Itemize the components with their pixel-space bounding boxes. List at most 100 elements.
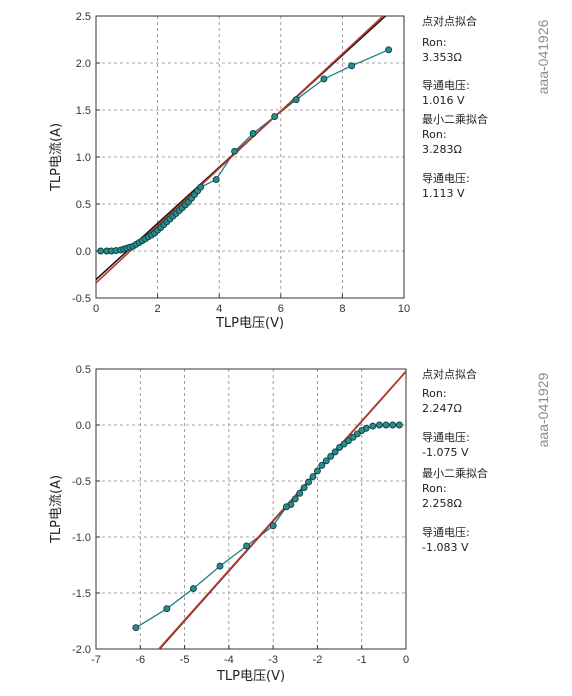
data-point [309, 473, 317, 480]
data-point [296, 489, 304, 497]
figure-code: aaa-041929 [535, 372, 551, 447]
data-point [358, 427, 366, 435]
y-tick-label: 1.0 [76, 152, 91, 164]
y-tick-label: 0.0 [76, 246, 91, 258]
data-point [271, 113, 279, 121]
data-point [349, 433, 357, 441]
x-tick-label: -1 [357, 654, 367, 666]
data-point [300, 484, 308, 492]
data-point [336, 443, 344, 451]
data-point [318, 461, 326, 469]
data-point [382, 421, 390, 429]
annotation-text: 点对点拟合 [422, 14, 477, 28]
data-point [197, 183, 205, 191]
annotation-text: 1.113 V [422, 187, 465, 200]
annotation-text: 导通电压: [422, 172, 470, 185]
x-tick-label: 10 [398, 303, 410, 315]
x-tick-label: -7 [91, 654, 101, 666]
x-tick-label: 2 [155, 303, 161, 315]
data-point [322, 457, 330, 465]
annotation-text: 3.353Ω [422, 51, 462, 64]
annotation-text: Ron: [422, 387, 447, 400]
plot-content [132, 370, 406, 649]
data-point [269, 522, 277, 530]
annotation-text: Ron: [422, 36, 447, 49]
annotation-text: 最小二乘拟合 [422, 112, 488, 126]
data-point [212, 176, 220, 184]
annotation-text: 1.016 V [422, 94, 465, 107]
annotation-text: 3.283Ω [422, 143, 462, 156]
data-point [291, 495, 299, 503]
annotation-text: 导通电压: [422, 526, 470, 539]
x-tick-label: 0 [93, 303, 99, 315]
y-tick-label: -0.5 [72, 293, 91, 305]
data-point [282, 503, 290, 511]
y-tick-label: 0.0 [76, 420, 91, 432]
data-point [353, 430, 361, 438]
data-point [331, 448, 339, 456]
data-point [292, 96, 300, 104]
x-axis-label: TLP电压(V) [215, 316, 284, 331]
data-point [189, 585, 197, 592]
data-point [375, 421, 383, 429]
data-point [385, 46, 393, 54]
y-axis-label: TLP电流(A) [49, 123, 64, 192]
y-tick-label: -1.5 [72, 588, 91, 600]
annotation-text: 点对点拟合 [422, 367, 477, 381]
y-tick-label: 2.5 [76, 11, 91, 23]
chart-bottom: -7 -6 -5 -4 -3 -2 -1 0 -2.0 -1.5 -1.0 -0.5 0.0 0.5 TLP… [49, 364, 551, 684]
data-point [231, 147, 239, 155]
plot-area [96, 369, 406, 649]
y-tick-label: -0.5 [72, 476, 91, 488]
fit-line-least-squares [157, 370, 406, 649]
x-tick-label: -3 [268, 654, 278, 666]
chart-top: 0 2 4 6 8 10 -0.5 0.0 0.5 1.0 1.5 2.0 2.5 TLP电压(V) TLP… [49, 11, 551, 331]
y-tick-label: -2.0 [72, 644, 91, 656]
annotation-text: -1.083 V [422, 541, 469, 554]
x-tick-label: -4 [224, 654, 234, 666]
data-point [340, 440, 348, 448]
annotation-text: Ron: [422, 128, 447, 141]
x-tick-label: -5 [180, 654, 190, 666]
y-tick-label: 0.5 [76, 364, 91, 376]
data-point [97, 247, 105, 255]
data-point [132, 624, 140, 632]
x-tick-label: -6 [135, 654, 145, 666]
annotation-text: 导通电压: [422, 79, 470, 92]
y-tick-label: 1.5 [76, 105, 91, 117]
plot-content [96, 16, 393, 284]
data-point [249, 130, 257, 137]
x-tick-label: 4 [216, 303, 222, 315]
plot-frame [95, 368, 407, 650]
y-tick-label: 2.0 [76, 58, 91, 70]
data-point [395, 421, 403, 429]
x-tick-label: 0 [403, 654, 409, 666]
x-tick-label: 6 [278, 303, 284, 315]
data-point [327, 452, 335, 460]
y-tick-label: -1.0 [72, 532, 91, 544]
annotation-text: Ron: [422, 482, 447, 495]
data-point [389, 421, 397, 429]
plot-area [96, 16, 404, 298]
data-point [313, 467, 321, 475]
data-point [243, 542, 251, 550]
data-point [320, 75, 328, 83]
data-point [305, 478, 313, 486]
data-point [348, 62, 356, 70]
data-point [369, 422, 377, 430]
data-point [163, 605, 171, 613]
annotation-text: 2.247Ω [422, 402, 462, 415]
figure-code: aaa-041926 [535, 19, 551, 94]
y-tick-label: 0.5 [76, 199, 91, 211]
x-tick-label: -2 [313, 654, 323, 666]
y-axis-label: TLP电流(A) [49, 475, 64, 544]
x-tick-label: 8 [339, 303, 345, 315]
data-point [344, 437, 352, 445]
annotation-text: -1.075 V [422, 446, 469, 459]
x-axis-label: TLP电压(V) [216, 669, 285, 684]
annotation-text: 导通电压: [422, 431, 470, 444]
annotation-text: 2.258Ω [422, 497, 462, 510]
data-point [216, 562, 224, 570]
annotation-text: 最小二乘拟合 [422, 466, 488, 480]
